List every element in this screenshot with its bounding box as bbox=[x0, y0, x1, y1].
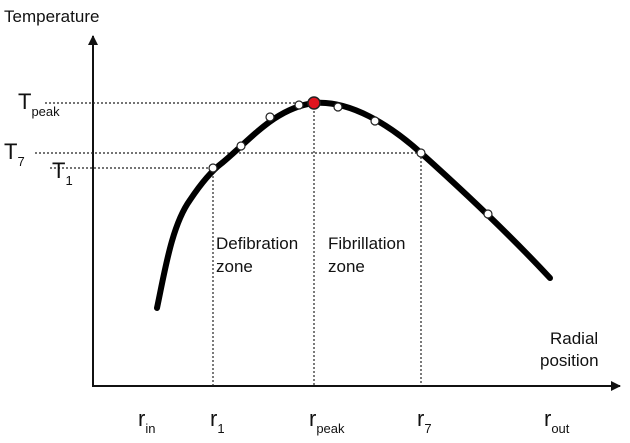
subscript: peak bbox=[316, 421, 345, 436]
symbol: r bbox=[210, 406, 217, 431]
x-tick-label: rpeak bbox=[309, 406, 345, 436]
subscript: 1 bbox=[65, 173, 72, 188]
x-tick-label: r1 bbox=[210, 406, 225, 436]
symbol: T bbox=[52, 158, 65, 183]
point bbox=[416, 148, 426, 158]
point bbox=[236, 141, 246, 151]
subscript: peak bbox=[31, 104, 60, 119]
symbol: r bbox=[544, 406, 551, 431]
point bbox=[370, 116, 380, 126]
symbol: T bbox=[4, 139, 17, 164]
temperature-curve bbox=[154, 99, 553, 311]
point bbox=[483, 209, 493, 219]
subscript: 7 bbox=[424, 421, 431, 436]
x-tick-label: rout bbox=[544, 406, 570, 436]
point bbox=[265, 112, 275, 122]
subscript: in bbox=[145, 421, 155, 436]
x-axis-label: Radial bbox=[550, 329, 598, 348]
subscript: 7 bbox=[17, 154, 24, 169]
x-axis-label: position bbox=[540, 351, 599, 370]
x-tick-label: rin bbox=[138, 406, 155, 436]
y-tick-label: T7 bbox=[4, 139, 25, 169]
y-axis-label: Temperature bbox=[4, 7, 99, 26]
symbol: r bbox=[417, 406, 424, 431]
x-tick-label: r7 bbox=[417, 406, 432, 436]
subscript: 1 bbox=[217, 421, 224, 436]
symbol: T bbox=[18, 89, 31, 114]
subscript: out bbox=[551, 421, 569, 436]
point bbox=[294, 100, 304, 110]
zone-label: Fibrillation bbox=[328, 234, 405, 253]
point bbox=[333, 102, 343, 112]
zone-label: Defibration bbox=[216, 234, 298, 253]
zone-label: zone bbox=[328, 257, 365, 276]
y-tick-label: Tpeak bbox=[18, 89, 60, 119]
zone-label: zone bbox=[216, 257, 253, 276]
y-tick-label: T1 bbox=[52, 158, 73, 188]
point bbox=[208, 163, 218, 173]
symbol: r bbox=[309, 406, 316, 431]
peak-point bbox=[307, 96, 321, 110]
symbol: r bbox=[138, 406, 145, 431]
